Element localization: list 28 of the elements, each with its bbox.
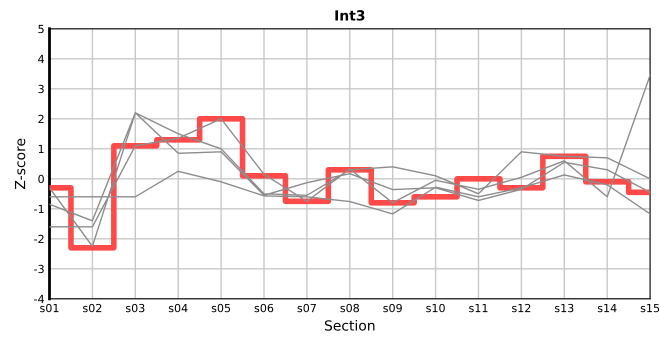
x-tick-label: s02 <box>83 304 102 312</box>
x-tick-label: s07 <box>298 304 316 312</box>
y-tick-label: -3 <box>34 264 44 274</box>
x-tick-label: s09 <box>383 304 402 312</box>
y-tick-label: -2 <box>34 234 44 244</box>
x-tick-label: s06 <box>254 304 274 312</box>
y-axis-title: Z-score <box>14 138 26 189</box>
y-tick-label: 2 <box>38 114 44 124</box>
x-tick-label: s12 <box>512 304 530 312</box>
chart-title: Int3 <box>335 10 364 21</box>
y-tick-label: -1 <box>34 204 44 214</box>
y-tick-label: 0 <box>38 174 44 184</box>
x-tick-label: s14 <box>598 304 617 312</box>
y-tick-label: 3 <box>38 84 44 94</box>
y-tick-label: 1 <box>38 144 44 154</box>
x-tick-label: s11 <box>469 304 488 312</box>
x-tick-label: s04 <box>168 304 188 312</box>
x-tick-label: s01 <box>40 304 58 312</box>
x-tick-label: s10 <box>426 304 445 312</box>
x-tick-label: s03 <box>126 304 144 312</box>
x-tick-label: s08 <box>340 304 360 312</box>
x-tick-label: s15 <box>640 304 660 312</box>
x-tick-label: s13 <box>554 304 574 312</box>
x-tick-label: s05 <box>212 304 230 312</box>
y-tick-label: 5 <box>38 24 44 34</box>
y-tick-label: 4 <box>38 54 44 64</box>
x-axis-title: Section <box>324 320 374 331</box>
y-tick-label: -4 <box>34 294 44 304</box>
